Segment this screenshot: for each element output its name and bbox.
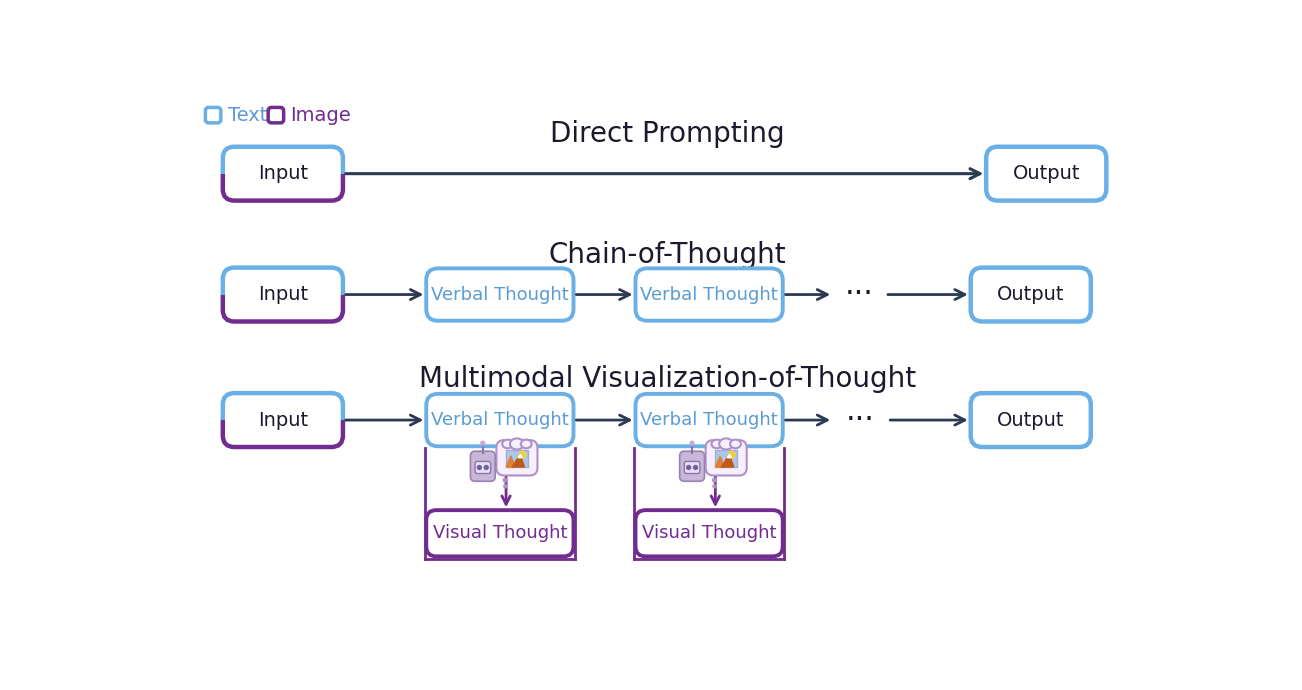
Text: ···: ···: [844, 280, 874, 309]
Ellipse shape: [719, 438, 733, 449]
FancyBboxPatch shape: [426, 510, 573, 556]
Text: ···: ···: [846, 406, 875, 435]
Circle shape: [686, 466, 690, 469]
FancyBboxPatch shape: [986, 147, 1107, 201]
FancyBboxPatch shape: [506, 450, 527, 467]
Ellipse shape: [503, 440, 513, 449]
Text: Multimodal Visualization-of-Thought: Multimodal Visualization-of-Thought: [419, 365, 915, 393]
Ellipse shape: [521, 440, 531, 449]
Text: Output: Output: [997, 285, 1065, 304]
FancyBboxPatch shape: [223, 147, 342, 201]
FancyBboxPatch shape: [635, 394, 783, 446]
FancyBboxPatch shape: [715, 450, 737, 467]
Circle shape: [694, 466, 698, 469]
Circle shape: [519, 451, 526, 458]
Text: Output: Output: [997, 411, 1065, 430]
FancyBboxPatch shape: [223, 268, 342, 322]
Polygon shape: [506, 456, 516, 467]
Circle shape: [712, 478, 716, 482]
Ellipse shape: [510, 438, 523, 449]
Polygon shape: [715, 456, 724, 467]
Text: Text: Text: [228, 106, 267, 125]
Text: Verbal Thought: Verbal Thought: [641, 286, 779, 304]
Text: Output: Output: [1013, 164, 1079, 183]
Text: Image: Image: [290, 106, 352, 125]
Circle shape: [728, 451, 736, 458]
FancyBboxPatch shape: [971, 393, 1091, 447]
Polygon shape: [512, 454, 525, 467]
Circle shape: [484, 466, 488, 469]
Circle shape: [504, 478, 508, 482]
FancyBboxPatch shape: [206, 108, 221, 123]
Text: Input: Input: [258, 285, 309, 304]
FancyBboxPatch shape: [680, 451, 704, 482]
Ellipse shape: [730, 440, 741, 449]
FancyBboxPatch shape: [635, 268, 783, 321]
FancyBboxPatch shape: [470, 451, 495, 482]
FancyBboxPatch shape: [685, 462, 700, 473]
Text: Input: Input: [258, 164, 309, 183]
Text: Verbal Thought: Verbal Thought: [641, 411, 779, 429]
Text: Verbal Thought: Verbal Thought: [431, 286, 569, 304]
Polygon shape: [721, 454, 734, 467]
FancyBboxPatch shape: [971, 268, 1091, 322]
FancyBboxPatch shape: [706, 440, 747, 475]
FancyBboxPatch shape: [268, 108, 284, 123]
Text: Verbal Thought: Verbal Thought: [431, 411, 569, 429]
Circle shape: [504, 485, 506, 488]
Text: Chain-of-Thought: Chain-of-Thought: [548, 241, 786, 268]
Polygon shape: [518, 454, 522, 457]
FancyBboxPatch shape: [223, 393, 342, 447]
Circle shape: [690, 441, 694, 445]
FancyBboxPatch shape: [635, 510, 783, 556]
Circle shape: [480, 441, 484, 445]
Text: Visual Thought: Visual Thought: [432, 524, 568, 542]
FancyBboxPatch shape: [496, 440, 538, 475]
Circle shape: [478, 466, 482, 469]
FancyBboxPatch shape: [426, 268, 573, 321]
FancyBboxPatch shape: [475, 462, 491, 473]
Text: Direct Prompting: Direct Prompting: [549, 119, 785, 148]
Text: Visual Thought: Visual Thought: [642, 524, 776, 542]
Polygon shape: [728, 454, 732, 457]
Text: Input: Input: [258, 411, 309, 430]
Circle shape: [713, 485, 716, 488]
FancyBboxPatch shape: [426, 394, 573, 446]
Ellipse shape: [711, 440, 723, 449]
